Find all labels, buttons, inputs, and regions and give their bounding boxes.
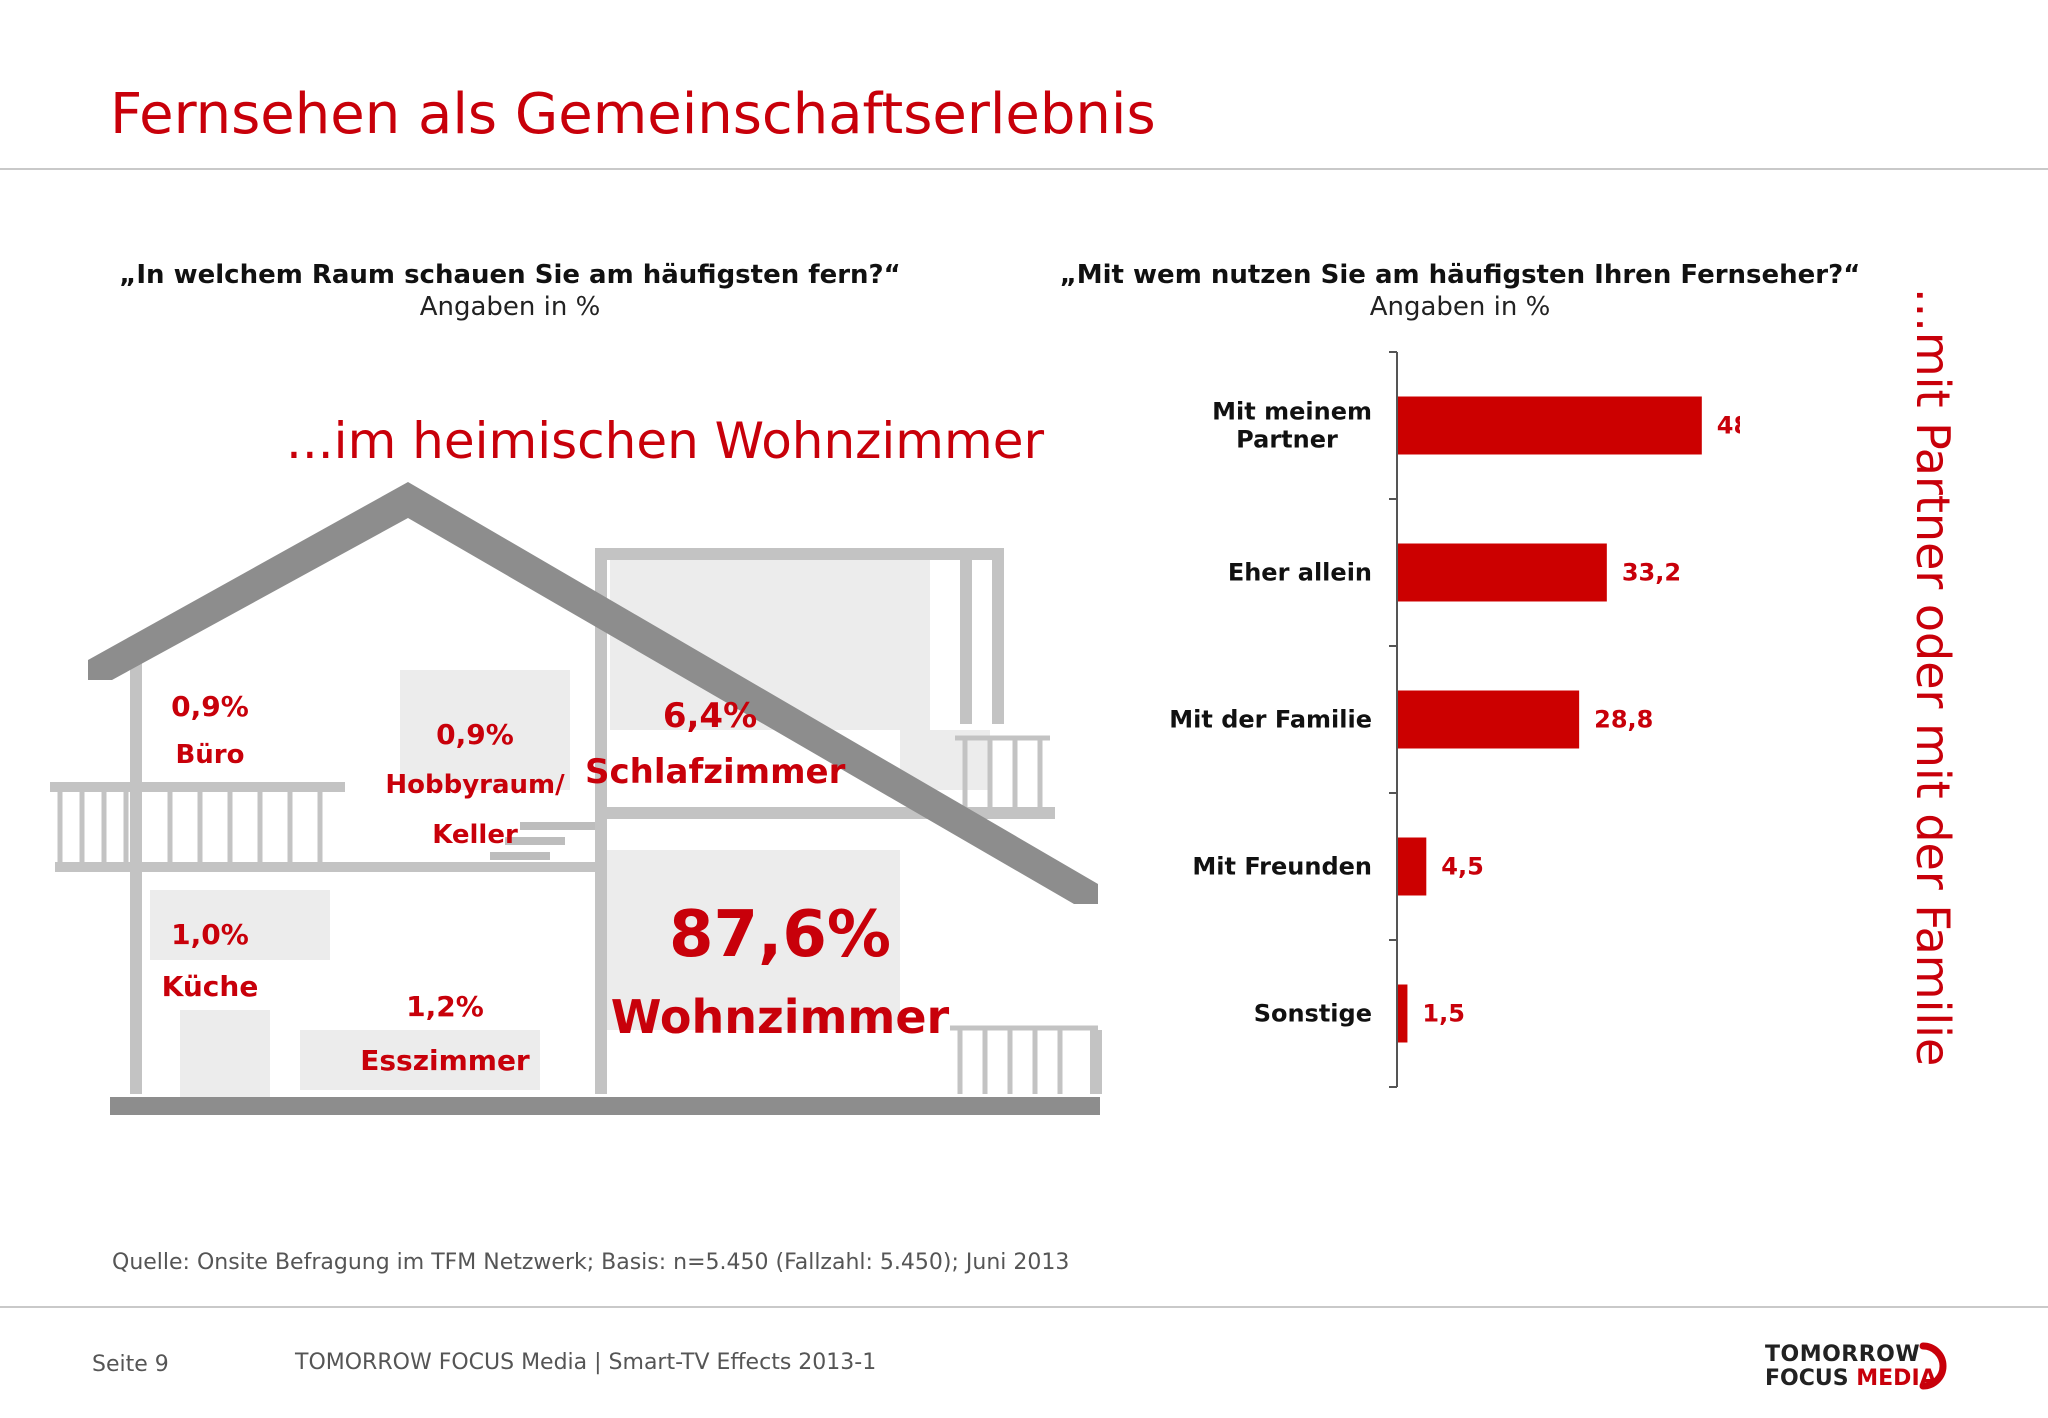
room-value-wohnzimmer: 87,6% bbox=[668, 898, 892, 972]
footer-divider bbox=[0, 1306, 2048, 1308]
chart-bar bbox=[1398, 543, 1607, 602]
source-note: Quelle: Onsite Befragung im TFM Netzwerk… bbox=[112, 1250, 1070, 1275]
chart-value-label: 28,8 bbox=[1594, 706, 1653, 734]
room-value-esszimmer: 1,2% bbox=[406, 990, 484, 1023]
right-unit-note: Angaben in % bbox=[1369, 292, 1551, 322]
vertical-callout: ...mit Partner oder mit der Familie bbox=[1906, 288, 1960, 1067]
room-value-buero: 0,9% bbox=[171, 690, 249, 723]
left-unit-note: Angaben in % bbox=[419, 292, 601, 322]
chart-category-label: Mit Freunden bbox=[1192, 853, 1372, 881]
left-question: „In welchem Raum schauen Sie am häufigst… bbox=[119, 260, 901, 290]
chart-category-label: Eher allein bbox=[1228, 559, 1372, 587]
chart-bar bbox=[1398, 690, 1580, 749]
balcony-railings bbox=[57, 735, 1098, 1094]
report-label: TOMORROW FOCUS Media | Smart-TV Effects … bbox=[295, 1350, 877, 1375]
room-label-wohnzimmer: Wohnzimmer bbox=[610, 990, 950, 1044]
room-value-hobbyraum: 0,9% bbox=[436, 718, 514, 751]
chart-category-label: Mit der Familie bbox=[1169, 706, 1372, 734]
room-value-schlafzimmer: 6,4% bbox=[662, 696, 758, 736]
room-value-kueche: 1,0% bbox=[171, 918, 249, 951]
room-label-keller: Keller bbox=[432, 820, 518, 850]
logo-text-line1: TOMORROW bbox=[1765, 1342, 1921, 1367]
room-label-esszimmer: Esszimmer bbox=[360, 1044, 530, 1077]
logo-ring-icon bbox=[1919, 1342, 1947, 1390]
tagline: ...im heimischen Wohnzimmer bbox=[286, 412, 1045, 470]
chart-value-label: 1,5 bbox=[1422, 1000, 1465, 1028]
page-number: Seite 9 bbox=[92, 1352, 169, 1377]
header-divider bbox=[0, 168, 2048, 170]
chart-bar bbox=[1398, 984, 1408, 1043]
chart-bar bbox=[1398, 837, 1427, 896]
chart-value-label: 4,5 bbox=[1441, 853, 1484, 881]
page-title: Fernsehen als Gemeinschaftserlebnis bbox=[110, 82, 1156, 147]
house-illustration bbox=[50, 482, 1102, 1115]
stairs bbox=[490, 822, 595, 860]
logo-text-focus: FOCUS bbox=[1765, 1366, 1849, 1391]
room-label-schlafzimmer: Schlafzimmer bbox=[585, 752, 846, 792]
chart-category-label: Sonstige bbox=[1254, 1000, 1372, 1028]
chart-bar bbox=[1398, 396, 1702, 455]
chart-value-label: 33,2 bbox=[1622, 559, 1681, 587]
room-label-buero: Büro bbox=[175, 740, 245, 770]
right-question: „Mit wem nutzen Sie am häufigsten Ihren … bbox=[1059, 260, 1861, 290]
chart-category-label: Mit meinem Partner bbox=[1212, 398, 1372, 454]
room-label-hobbyraum: Hobbyraum/ bbox=[385, 770, 565, 800]
furniture-decor bbox=[150, 560, 990, 1100]
room-label-kueche: Küche bbox=[161, 970, 259, 1003]
ground-floor-line bbox=[110, 1097, 1100, 1115]
chart-value-label: 48,3 bbox=[1717, 412, 1740, 440]
